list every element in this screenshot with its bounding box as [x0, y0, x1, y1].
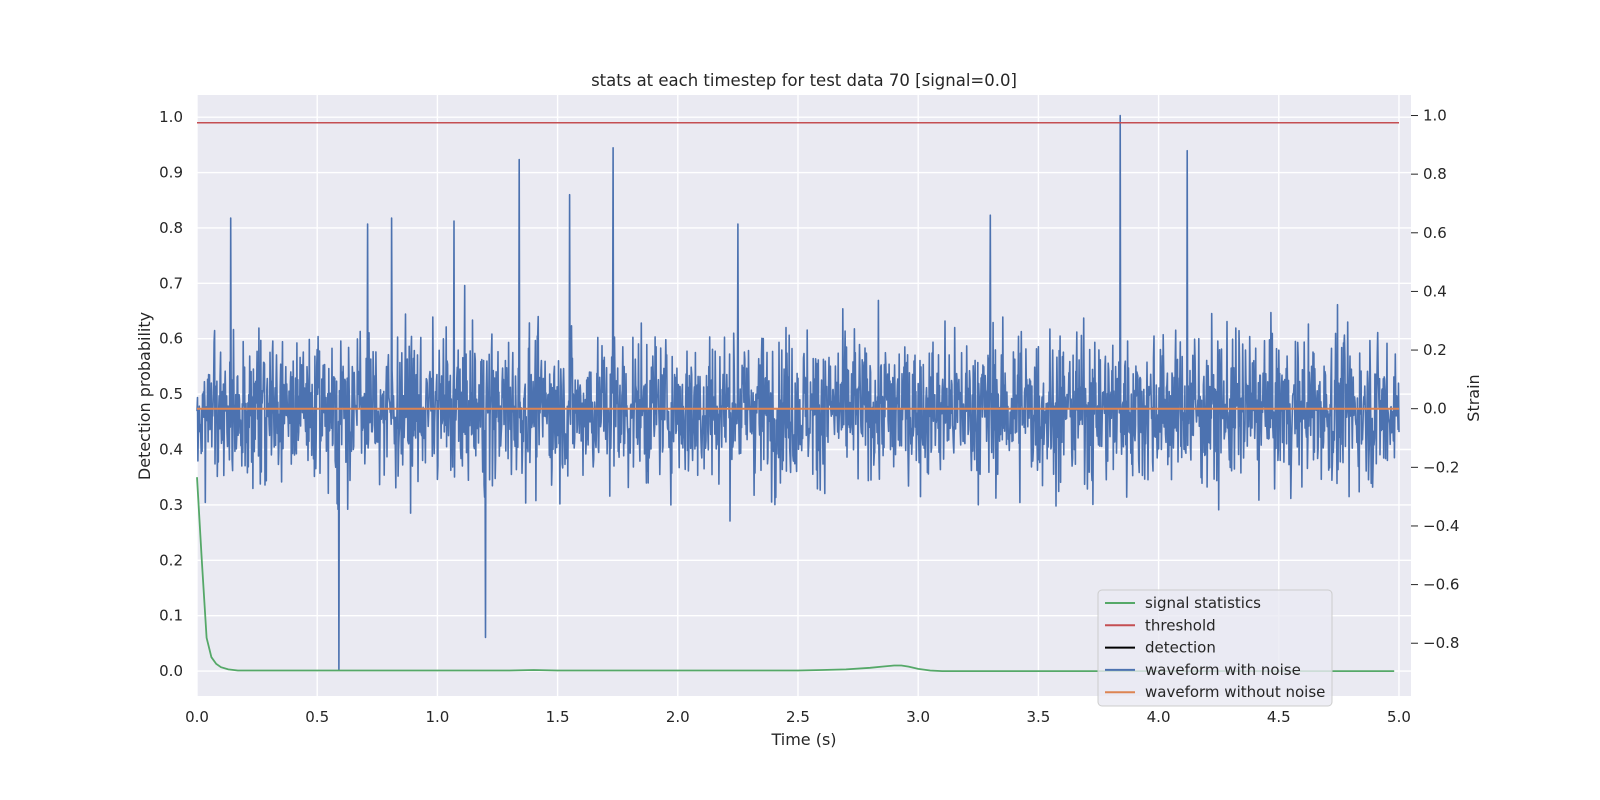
y-tick-label-right: 1.0 — [1423, 107, 1447, 125]
x-tick-label: 4.0 — [1147, 708, 1171, 726]
y-tick-label-right: −0.2 — [1423, 458, 1459, 476]
chart-title: stats at each timestep for test data 70 … — [591, 71, 1017, 90]
y-tick-label-right: −0.4 — [1423, 517, 1459, 535]
legend-item-label: threshold — [1145, 616, 1216, 634]
y-tick-label-left: 0.6 — [159, 330, 183, 348]
y-tick-label-left: 0.1 — [159, 607, 183, 625]
y-tick-label-right: 0.8 — [1423, 165, 1447, 183]
x-tick-label: 4.5 — [1267, 708, 1291, 726]
series-layer — [196, 114, 1400, 672]
x-tick-label: 3.0 — [906, 708, 930, 726]
x-tick-label: 5.0 — [1387, 708, 1411, 726]
x-tick-label: 2.0 — [666, 708, 690, 726]
x-tick-label: 0.0 — [185, 708, 209, 726]
series-waveform-with-noise — [196, 114, 1400, 671]
y-tick-label-right: −0.8 — [1423, 634, 1459, 652]
x-axis-label: Time (s) — [770, 730, 836, 749]
legend-item-label: waveform without noise — [1145, 683, 1325, 701]
legend-item-label: waveform with noise — [1145, 661, 1301, 679]
legend-box — [1097, 589, 1333, 707]
y-tick-label-left: 0.4 — [159, 441, 183, 459]
y-tick-label-left: 0.9 — [159, 164, 183, 182]
y-tick-label-right: −0.6 — [1423, 576, 1459, 594]
x-tick-label: 0.5 — [305, 708, 329, 726]
y-tick-label-left: 1.0 — [159, 108, 183, 126]
x-tick-label: 1.5 — [546, 708, 570, 726]
y-tick-label-right: 0.6 — [1423, 224, 1447, 242]
series-signal-statistics — [196, 477, 1395, 672]
legend-item-label: signal statistics — [1145, 594, 1261, 612]
y-tick-label-left: 0.0 — [159, 662, 183, 680]
y-axis-label-left: Detection probability — [135, 312, 154, 480]
y-tick-label-right: 0.2 — [1423, 341, 1447, 359]
y-tick-label-left: 0.2 — [159, 551, 183, 569]
x-tick-label: 1.0 — [425, 708, 449, 726]
y-axis-label-right: Strain — [1464, 374, 1483, 421]
tick-labels: 0.0 0.5 1.0 1.5 2.0 2.5 3.0 3.5 4.0 4.5 5.0 0.0 0.1 0… — [159, 107, 1459, 726]
y-tick-label-right: 0.0 — [1423, 400, 1447, 418]
y-tick-label-right: 0.4 — [1423, 282, 1447, 300]
x-tick-label: 2.5 — [786, 708, 810, 726]
legend: signal statistics threshold detection wavef… — [1097, 589, 1333, 707]
legend-item-label: detection — [1145, 639, 1216, 657]
y-tick-label-left: 0.5 — [159, 385, 183, 403]
y-tick-label-left: 0.7 — [159, 274, 183, 292]
y-tick-label-left: 0.8 — [159, 219, 183, 237]
x-tick-label: 3.5 — [1026, 708, 1050, 726]
y-tick-label-left: 0.3 — [159, 496, 183, 514]
